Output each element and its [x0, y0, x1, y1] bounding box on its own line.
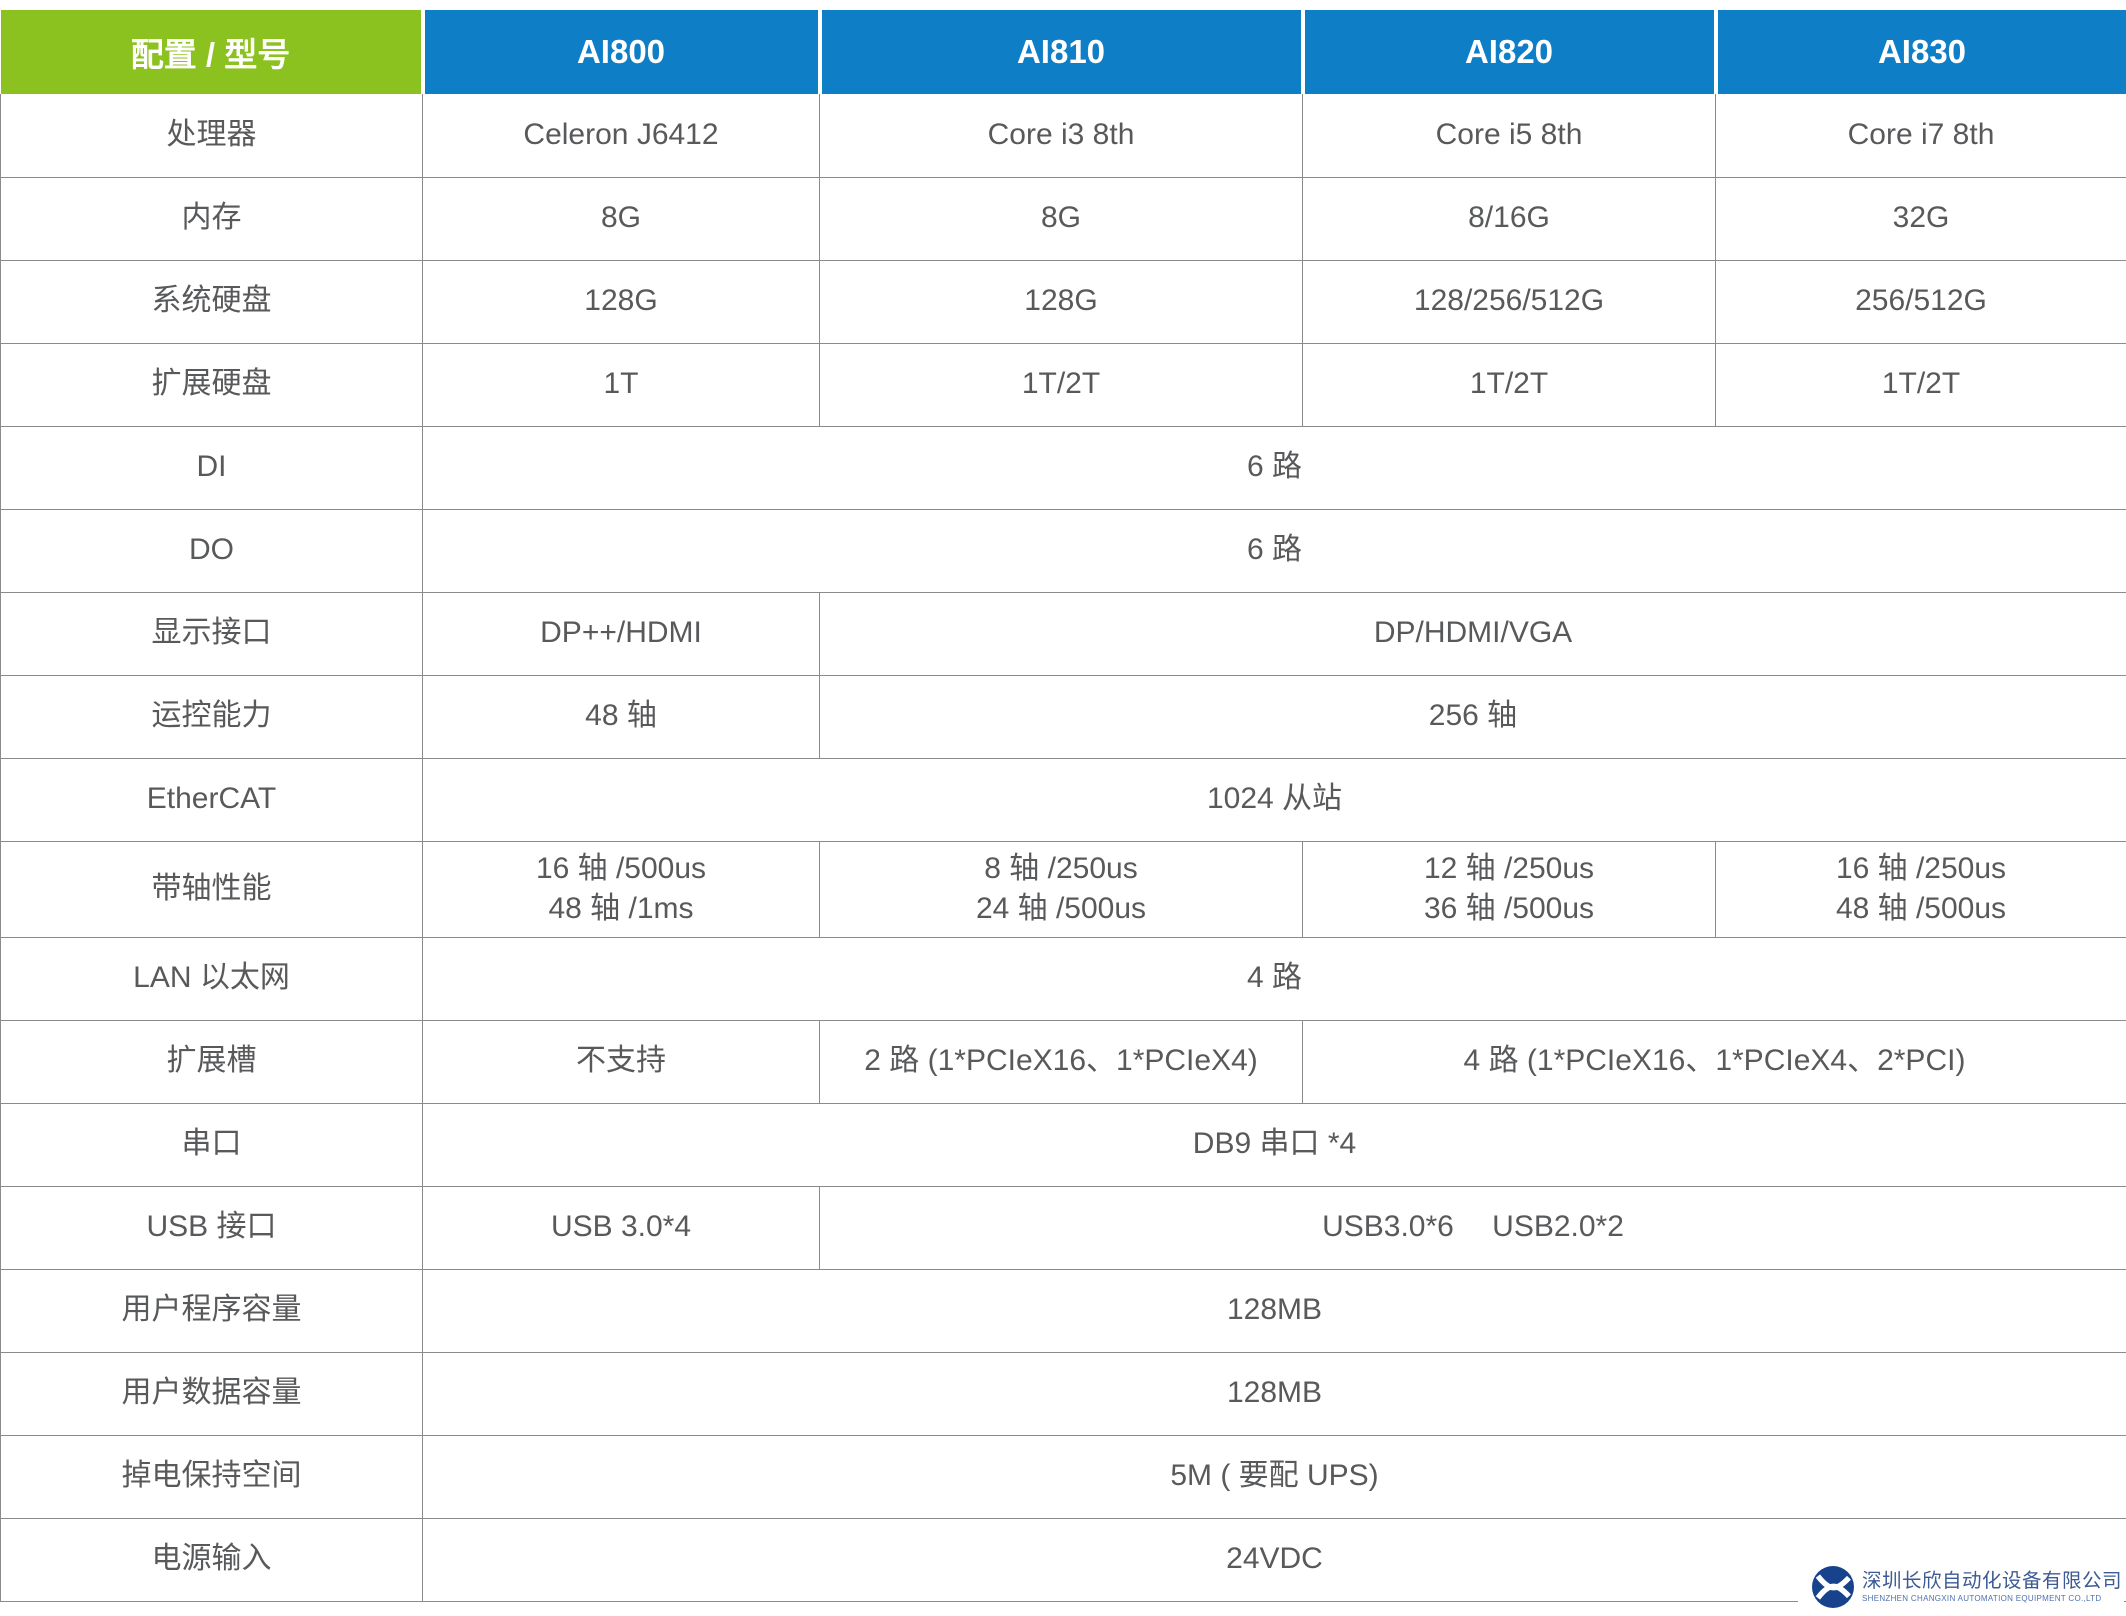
spec-cell: DB9 串口 *4	[422, 1102, 2126, 1187]
spec-cell: 1T	[422, 342, 820, 427]
header-model-ai820: AI820	[1302, 10, 1718, 94]
spec-cell: 6 路	[422, 508, 2126, 593]
spec-row-label: 扩展硬盘	[0, 342, 423, 427]
spec-cell: 8/16G	[1302, 176, 1716, 261]
row-system-disk: 系统硬盘 128G 128G 128/256/512G 256/512G	[0, 259, 2126, 344]
header-model-ai810: AI810	[819, 10, 1305, 94]
spec-row-label: 显示接口	[0, 591, 423, 676]
spec-row-label: 带轴性能	[0, 840, 423, 938]
row-user-program-capacity: 用户程序容量 128MB	[0, 1268, 2126, 1353]
company-name-en: SHENZHEN CHANGXIN AUTOMATION EQUIPMENT C…	[1861, 1593, 2102, 1603]
spec-cell: 256/512G	[1715, 259, 2126, 344]
spec-row-label: 用户程序容量	[0, 1268, 423, 1353]
spec-cell: 128MB	[422, 1351, 2126, 1436]
row-usb: USB 接口 USB 3.0*4 USB3.0*6 USB2.0*2	[0, 1185, 2126, 1270]
changxin-logo-icon	[1811, 1566, 1854, 1608]
spec-cell: 32G	[1715, 176, 2126, 261]
spec-cell: 2 路 (1*PCIeX16、1*PCIeX4)	[819, 1019, 1303, 1104]
header-row: 配置 / 型号 AI800 AI810 AI820 AI830	[0, 10, 2126, 94]
spec-cell: 16 轴 /250us 48 轴 /500us	[1715, 840, 2126, 938]
spec-row-label: LAN 以太网	[0, 936, 423, 1021]
spec-cell: 128/256/512G	[1302, 259, 1716, 344]
header-model-ai800: AI800	[422, 10, 822, 94]
spec-row-label: 串口	[0, 1102, 423, 1187]
spec-cell: 8 轴 /250us 24 轴 /500us	[819, 840, 1303, 938]
spec-cell: USB 3.0*4	[422, 1185, 820, 1270]
spec-row-label: 用户数据容量	[0, 1351, 423, 1436]
spec-cell: Celeron J6412	[422, 94, 820, 178]
spec-cell: DP/HDMI/VGA	[819, 591, 2126, 676]
spec-row-label: EtherCAT	[0, 757, 423, 842]
header-model-ai830: AI830	[1715, 10, 2126, 94]
row-serial-port: 串口 DB9 串口 *4	[0, 1102, 2126, 1187]
spec-cell: 12 轴 /250us 36 轴 /500us	[1302, 840, 1716, 938]
row-memory: 内存 8G 8G 8/16G 32G	[0, 176, 2126, 261]
spec-cell: 1T/2T	[1302, 342, 1716, 427]
spec-cell: 8G	[422, 176, 820, 261]
spec-cell: 1T/2T	[819, 342, 1303, 427]
row-cpu: 处理器 Celeron J6412 Core i3 8th Core i5 8t…	[0, 94, 2126, 178]
spec-row-label: 系统硬盘	[0, 259, 423, 344]
spec-row-label: DI	[0, 425, 423, 510]
spec-row-label: 扩展槽	[0, 1019, 423, 1104]
row-di: DI 6 路	[0, 425, 2126, 510]
row-lan: LAN 以太网 4 路	[0, 936, 2126, 1021]
row-axis-performance: 带轴性能 16 轴 /500us 48 轴 /1ms 8 轴 /250us 24…	[0, 840, 2126, 938]
spec-row-label: 处理器	[0, 94, 423, 178]
spec-cell: 1024 从站	[422, 757, 2126, 842]
row-expansion-disk: 扩展硬盘 1T 1T/2T 1T/2T 1T/2T	[0, 342, 2126, 427]
spec-cell: 1T/2T	[1715, 342, 2126, 427]
row-ethercat: EtherCAT 1024 从站	[0, 757, 2126, 842]
spec-cell: 16 轴 /500us 48 轴 /1ms	[422, 840, 820, 938]
spec-cell: 128MB	[422, 1268, 2126, 1353]
row-motion-capacity: 运控能力 48 轴 256 轴	[0, 674, 2126, 759]
spec-cell: 256 轴	[819, 674, 2126, 759]
spec-cell: Core i5 8th	[1302, 94, 1716, 178]
spec-cell: 8G	[819, 176, 1303, 261]
spec-cell: 不支持	[422, 1019, 820, 1104]
spec-row-label: 内存	[0, 176, 423, 261]
row-user-data-capacity: 用户数据容量 128MB	[0, 1351, 2126, 1436]
spec-cell: 4 路	[422, 936, 2126, 1021]
spec-table: 配置 / 型号 AI800 AI810 AI820 AI830 处理器 Cele…	[0, 10, 2126, 1602]
spec-cell: 4 路 (1*PCIeX16、1*PCIeX4、2*PCI)	[1302, 1019, 2126, 1104]
spec-cell: Core i7 8th	[1715, 94, 2126, 178]
row-do: DO 6 路	[0, 508, 2126, 593]
spec-cell: DP++/HDMI	[422, 591, 820, 676]
spec-cell: 128G	[422, 259, 820, 344]
row-power-retention-space: 掉电保持空间 5M ( 要配 UPS)	[0, 1434, 2126, 1519]
row-expansion-slot: 扩展槽 不支持 2 路 (1*PCIeX16、1*PCIeX4) 4 路 (1*…	[0, 1019, 2126, 1104]
spec-cell: 48 轴	[422, 674, 820, 759]
spec-cell: 6 路	[422, 425, 2126, 510]
header-config-label: 配置 / 型号	[0, 10, 425, 94]
company-name-block: 深圳长欣自动化设备有限公司 SHENZHEN CHANGXIN AUTOMATI…	[1862, 1570, 2122, 1603]
spec-row-label: 掉电保持空间	[0, 1434, 423, 1519]
spec-cell: 128G	[819, 259, 1303, 344]
spec-row-label: DO	[0, 508, 423, 593]
spec-cell: USB3.0*6 USB2.0*2	[819, 1185, 2126, 1270]
spec-row-label: USB 接口	[0, 1185, 423, 1270]
company-logo: 深圳长欣自动化设备有限公司 SHENZHEN CHANGXIN AUTOMATI…	[1797, 1562, 2124, 1612]
spec-row-label: 电源输入	[0, 1517, 423, 1602]
spec-cell: 5M ( 要配 UPS)	[422, 1434, 2126, 1519]
spec-cell: Core i3 8th	[819, 94, 1303, 178]
row-display-interface: 显示接口 DP++/HDMI DP/HDMI/VGA	[0, 591, 2126, 676]
spec-row-label: 运控能力	[0, 674, 423, 759]
company-name-cn: 深圳长欣自动化设备有限公司	[1861, 1570, 2122, 1593]
